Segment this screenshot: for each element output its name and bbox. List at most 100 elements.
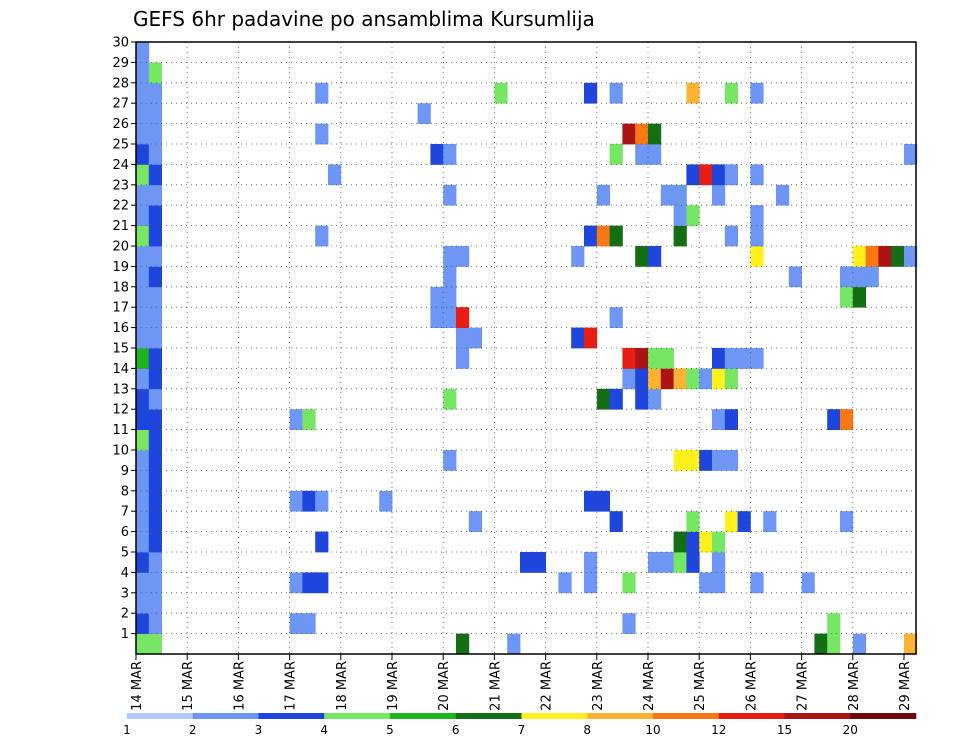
x-tick-label: 16 MAR [232,661,247,711]
legend-swatch [127,713,194,719]
heatmap-cell [699,531,713,553]
heatmap-cell [712,409,726,430]
heatmap-cell [596,225,610,247]
heatmap-cell [648,123,662,145]
heatmap-cell [468,511,482,532]
heatmap-cell [648,348,662,369]
heatmap-cell [622,348,636,369]
heatmap-cell [148,307,162,328]
heatmap-cell [891,246,905,267]
heatmap-cell [827,613,841,634]
heatmap-cell [328,164,342,186]
heatmap-cell [136,450,150,471]
legend-label: 6 [452,723,460,737]
heatmap-cell [712,531,726,553]
heatmap-cell [904,633,918,655]
heatmap-cell [443,184,457,206]
heatmap-cell [148,368,162,390]
y-tick-label: 13 [112,382,129,397]
heatmap-cell [148,266,162,288]
heatmap-cell [648,144,662,165]
x-tick-label: 27 MAR [796,661,811,711]
heatmap-cell [865,266,879,288]
y-tick-label: 11 [112,423,129,438]
heatmap-cell [136,511,150,532]
heatmap-cell [750,572,764,594]
heatmap-cell [136,184,150,206]
heatmap-cell [724,368,738,390]
heatmap-cell [584,490,598,512]
legend-swatch [324,713,391,719]
heatmap-cell [289,490,303,512]
color-legend: 1 2 3 4 5 6 7 8 10 12 15 20 [123,713,917,737]
heatmap-cell [456,348,470,369]
heatmap-cell [136,103,150,124]
legend-swatch [258,713,325,719]
heatmap-cell [136,246,150,267]
heatmap-cell [878,246,892,267]
heatmap-cell [443,266,457,288]
heatmap-cell [136,409,150,430]
x-tick-label: 20 MAR [437,661,452,711]
heatmap-cell [148,103,162,124]
heatmap-cell [737,348,751,369]
heatmap-cell [571,246,585,267]
y-axis: 1234567891011121314151617181920212223242… [112,36,136,642]
heatmap-cell [712,164,726,186]
x-tick-label: 17 MAR [284,661,299,711]
heatmap-cell [724,348,738,369]
heatmap-cell [712,184,726,206]
y-tick-label: 28 [112,76,129,91]
heatmap-cell [443,144,457,165]
heatmap-cell [622,368,636,390]
heatmap-cell [289,572,303,594]
heatmap-cell [840,511,854,532]
heatmap-cell [699,368,713,390]
legend-label: 7 [518,723,526,737]
heatmap-cell [622,123,636,145]
y-tick-label: 10 [112,444,129,459]
heatmap-cell [750,225,764,247]
y-tick-label: 15 [112,342,129,357]
heatmap-cell [136,307,150,328]
heatmap-cell [302,409,316,430]
legend-swatch [850,713,917,719]
x-axis: 14 MAR 15 MAR 16 MAR 17 MAR 18 MAR 19 MAR 20 M… [130,654,913,711]
heatmap-cell [148,490,162,512]
heatmap-cell [648,388,662,410]
heatmap-cell [136,633,150,655]
y-tick-label: 17 [112,301,129,316]
heatmap-cell [302,572,316,594]
heatmap-cell [136,327,150,349]
heatmap-cell [724,164,738,186]
heatmap-cell [686,82,700,104]
heatmap-cell [430,307,444,328]
heatmap-cell [302,490,316,512]
heatmap-cell [673,450,687,471]
heatmap-cell [532,552,546,573]
heatmap-cell [315,82,329,104]
y-tick-label: 3 [121,586,129,601]
heatmap-cell [443,246,457,267]
heatmap-cell [456,327,470,349]
heatmap-cell [635,368,649,390]
heatmap-cell [468,327,482,349]
heatmap-cell [648,552,662,573]
heatmap-cell [814,633,828,655]
legend-label: 8 [583,723,591,737]
heatmap-cell [136,572,150,594]
heatmap-cell [136,266,150,288]
heatmap-cell [609,144,623,165]
heatmap-cell [148,531,162,553]
heatmap-cell [712,552,726,573]
y-tick-label: 9 [121,464,129,479]
chart-title: GEFS 6hr padavine po ansamblima Kursumli… [133,7,595,31]
heatmap-cell [443,388,457,410]
heatmap-cell [148,205,162,226]
x-tick-label: 19 MAR [386,661,401,711]
y-tick-label: 27 [112,97,129,112]
y-tick-label: 26 [112,117,129,132]
heatmap-cell [136,286,150,308]
heatmap-cell [136,42,150,63]
heatmap-cell [148,62,162,84]
